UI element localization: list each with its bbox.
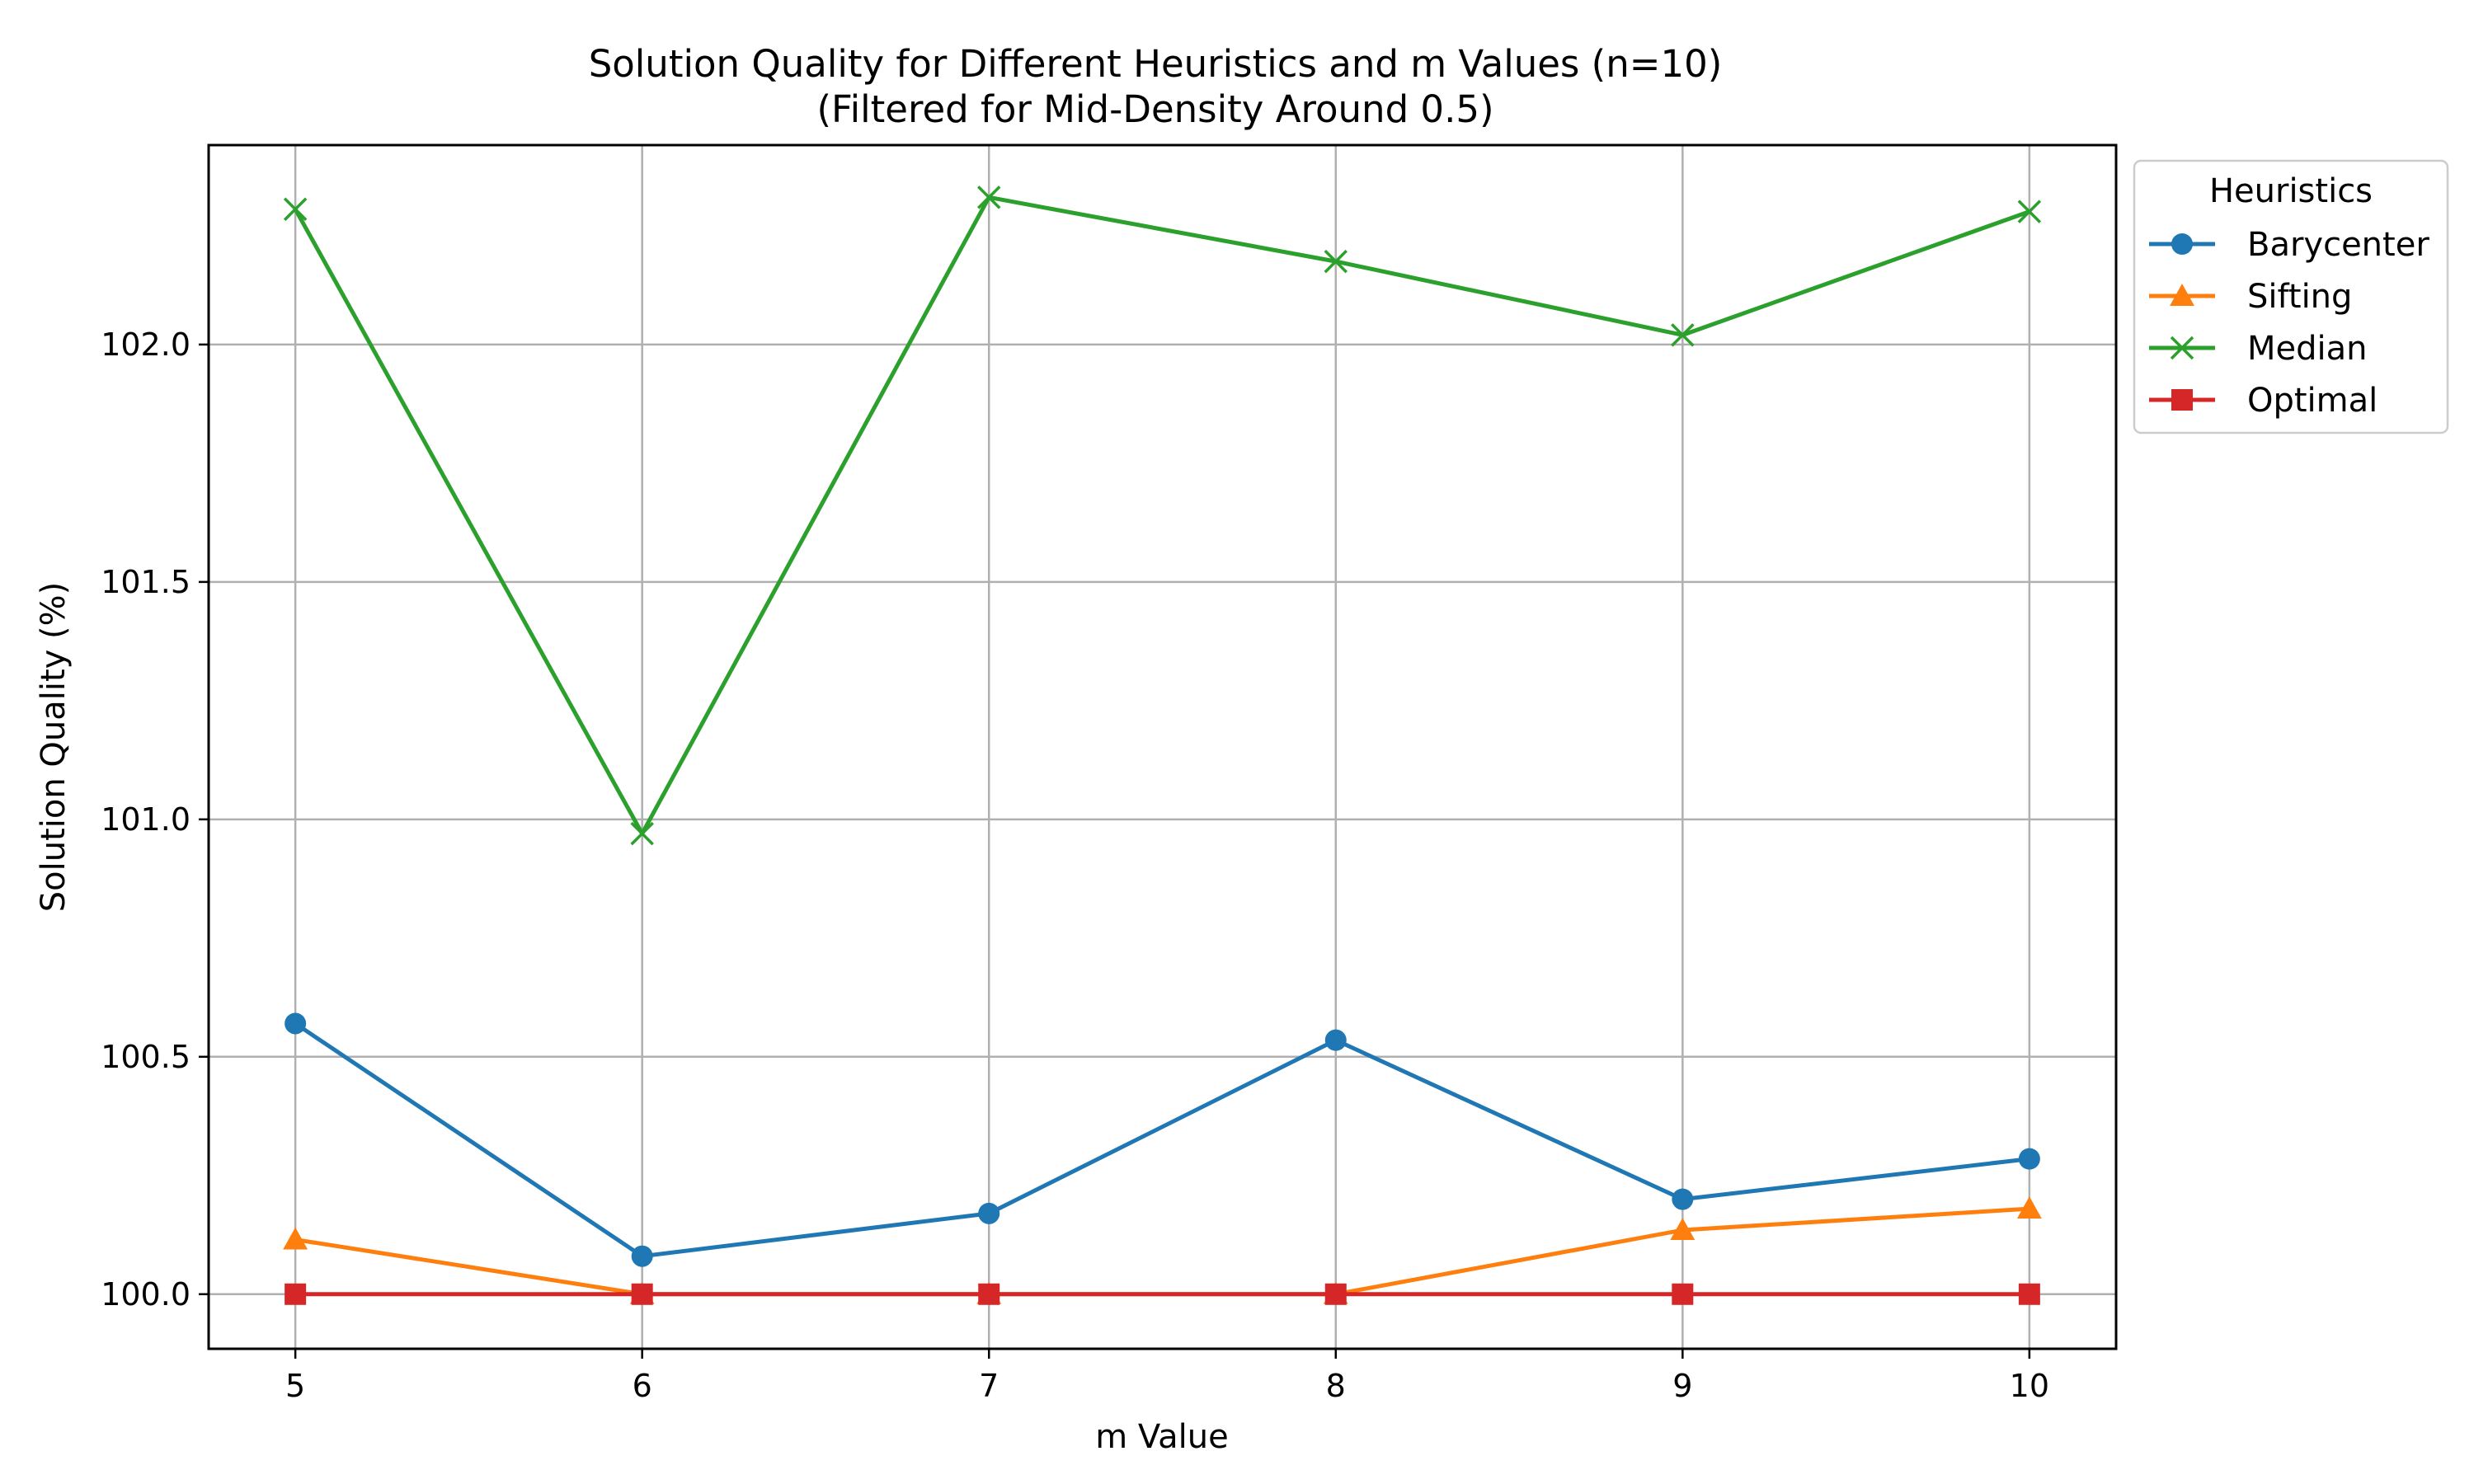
x-tick-label: 7: [979, 1368, 999, 1404]
legend-frame: [2133, 159, 2449, 434]
series-median: [283, 186, 2042, 846]
x-axis-label: m Value: [1095, 1418, 1229, 1456]
legend-swatch-marker: [2171, 389, 2193, 411]
series-barycenter: [285, 1012, 2040, 1267]
data-point-optimal: [1324, 1283, 1347, 1305]
plot-area-frame: [207, 143, 2118, 1350]
y-tick-label: 102.0: [101, 326, 190, 363]
data-point-barycenter: [285, 1012, 307, 1035]
y-axis-label: Solution Quality (%): [35, 582, 73, 913]
y-tick-label: 100.0: [101, 1276, 190, 1313]
axis-ticks: 5 6 7 8 9 10 100.0 100.5 101.0 101.5 102.0: [101, 326, 2049, 1404]
data-point-optimal: [285, 1283, 307, 1305]
legend-entries: Barycenter Sifting Median Optimal: [2149, 226, 2429, 420]
data-point-median: [2017, 200, 2042, 223]
legend-swatch-marker: [2170, 284, 2194, 306]
data-point-optimal: [631, 1283, 653, 1305]
legend-entry-barycenter: Barycenter: [2149, 226, 2429, 264]
x-tick-label: 8: [1326, 1368, 1346, 1404]
legend-entry-optimal: Optimal: [2149, 382, 2378, 420]
data-point-optimal: [2018, 1283, 2040, 1305]
data-point-barycenter: [1672, 1188, 1694, 1210]
legend-title: Heuristics: [2209, 172, 2373, 210]
x-tick-label: 9: [1672, 1368, 1692, 1404]
data-point-barycenter: [1324, 1029, 1347, 1051]
legend: Heuristics Barycenter Sifting Median Optima…: [2133, 159, 2449, 434]
legend-entry-sifting: Sifting: [2149, 278, 2352, 316]
x-tick-label: 6: [633, 1368, 652, 1404]
series-line-median: [293, 195, 2030, 836]
x-tick-label: 10: [2010, 1368, 2049, 1404]
data-point-optimal: [978, 1283, 1000, 1305]
legend-entry-median: Median: [2149, 330, 2368, 368]
chart-subtitle: (Filtered for Mid-Density Around 0.5): [816, 87, 1493, 131]
data-point-median: [1671, 323, 1695, 347]
data-point-barycenter: [2018, 1148, 2040, 1170]
legend-label: Median: [2247, 330, 2368, 368]
chart-title: Solution Quality for Different Heuristic…: [589, 42, 1723, 86]
data-point-sifting: [283, 1227, 308, 1250]
data-point-barycenter: [978, 1202, 1000, 1224]
legend-label: Barycenter: [2247, 226, 2429, 264]
y-tick-label: 100.5: [101, 1039, 190, 1075]
legend-label: Sifting: [2247, 278, 2352, 316]
data-point-median: [630, 821, 654, 846]
x-tick-label: 5: [285, 1368, 305, 1404]
series-optimal: [285, 1283, 2040, 1305]
data-point-median: [976, 186, 1001, 209]
data-point-sifting: [1670, 1218, 1696, 1240]
series-line-barycenter: [294, 1021, 2030, 1259]
legend-label: Optimal: [2247, 382, 2378, 420]
y-tick-label: 101.5: [101, 564, 190, 600]
data-point-sifting: [2016, 1196, 2042, 1219]
legend-swatch-marker: [2171, 233, 2193, 255]
legend-swatch-marker: [2170, 336, 2194, 360]
y-tick-label: 101.0: [101, 801, 190, 838]
data-point-barycenter: [631, 1245, 653, 1267]
plot-series: [283, 186, 2042, 1305]
data-point-optimal: [1672, 1283, 1694, 1305]
data-point-median: [283, 197, 308, 221]
data-point-median: [1324, 249, 1348, 274]
